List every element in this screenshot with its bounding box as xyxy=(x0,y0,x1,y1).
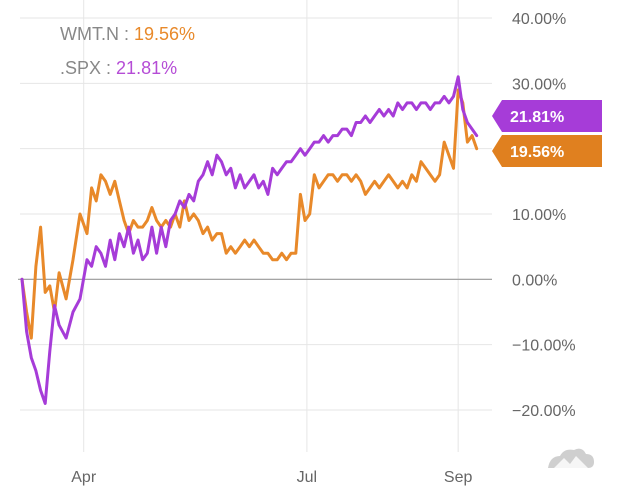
y-tick-label: −10.00% xyxy=(512,338,576,355)
legend-value: 21.81% xyxy=(116,58,177,78)
tag-background xyxy=(492,100,602,132)
y-tick-label: 30.00% xyxy=(512,76,566,93)
last-value-tag: 21.81% xyxy=(492,100,602,132)
series-line-wmtn xyxy=(20,88,479,340)
series-line-spx xyxy=(20,75,479,405)
last-value-tags: 21.81% 19.56% xyxy=(492,100,602,167)
series-lines xyxy=(20,75,479,405)
tag-background xyxy=(492,135,602,167)
x-tick-label: Jul xyxy=(297,469,317,486)
legend-item-spx: .SPX : 21.81% xyxy=(60,58,177,78)
legend-value: 19.56% xyxy=(134,24,195,44)
y-tick-label: 40.00% xyxy=(512,11,566,28)
x-tick-label: Apr xyxy=(71,469,97,486)
x-axis-ticks: Apr Jul Sep xyxy=(71,469,472,486)
legend-separator: : xyxy=(119,24,134,44)
cloud-mountain-icon xyxy=(548,448,594,468)
y-tick-label: −20.00% xyxy=(512,403,576,420)
legend-item-wmt: WMT.N : 19.56% xyxy=(60,24,195,44)
legend: WMT.N : 19.56% .SPX : 21.81% xyxy=(60,24,195,78)
tag-label: 19.56% xyxy=(510,144,564,161)
legend-ticker: WMT.N xyxy=(60,24,119,44)
y-tick-label: 0.00% xyxy=(512,272,557,289)
last-value-tag: 19.56% xyxy=(492,135,602,167)
legend-ticker: .SPX xyxy=(60,58,101,78)
tag-label: 21.81% xyxy=(510,109,564,126)
y-tick-label: 10.00% xyxy=(512,207,566,224)
legend-separator: : xyxy=(101,58,116,78)
y-axis-ticks: 40.00%30.00%20.00%10.00%0.00%−10.00%−20.… xyxy=(512,11,576,420)
x-tick-label: Sep xyxy=(444,469,473,486)
